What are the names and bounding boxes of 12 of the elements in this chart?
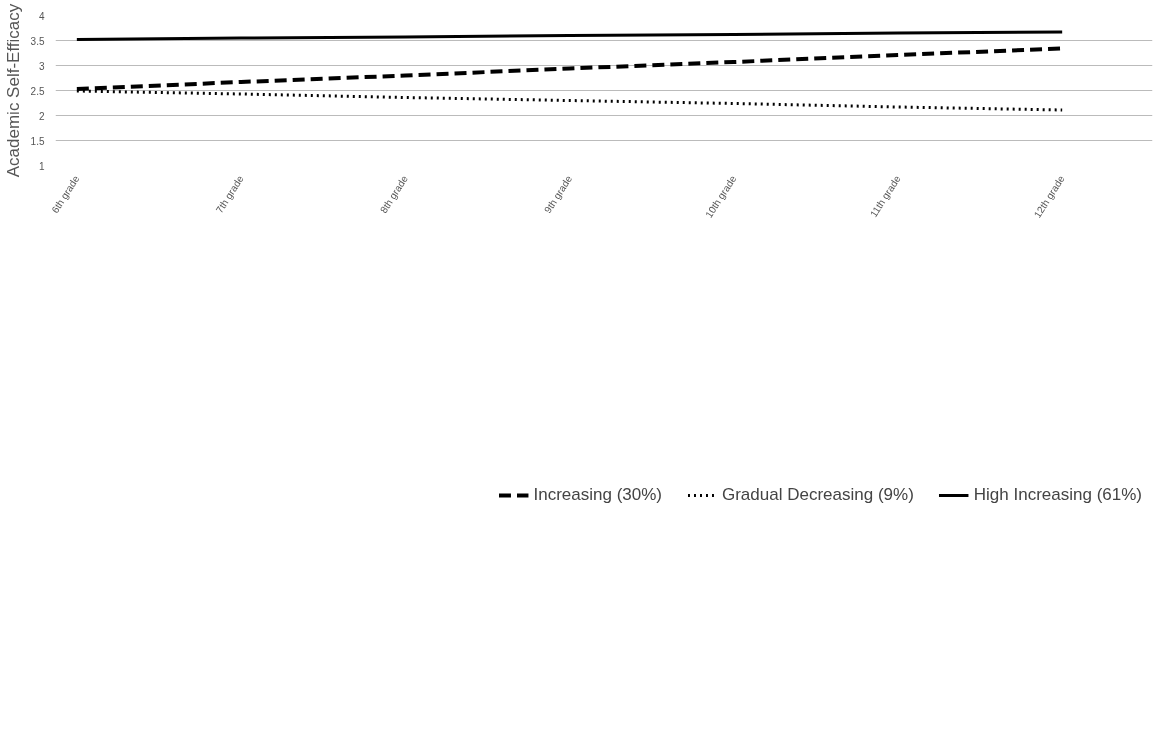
y-tick-label: 2: [38, 110, 45, 122]
legend-label: Increasing (30%): [533, 485, 662, 505]
y-tick-label: 1: [38, 160, 45, 172]
y-tick-label: 3: [38, 60, 45, 72]
y-axis-title: Academic Self-Efficacy: [3, 3, 23, 178]
y-tick-label: 1.5: [30, 135, 45, 147]
legend-label: Gradual Decreasing (9%): [721, 485, 914, 505]
y-tick-label: 3.5: [30, 35, 45, 47]
line-series: [75, 30, 1064, 41]
legend-label: High Increasing (61%): [973, 485, 1142, 505]
y-tick-label: 2.5: [30, 85, 45, 97]
y-tick-label: 4: [38, 10, 45, 22]
